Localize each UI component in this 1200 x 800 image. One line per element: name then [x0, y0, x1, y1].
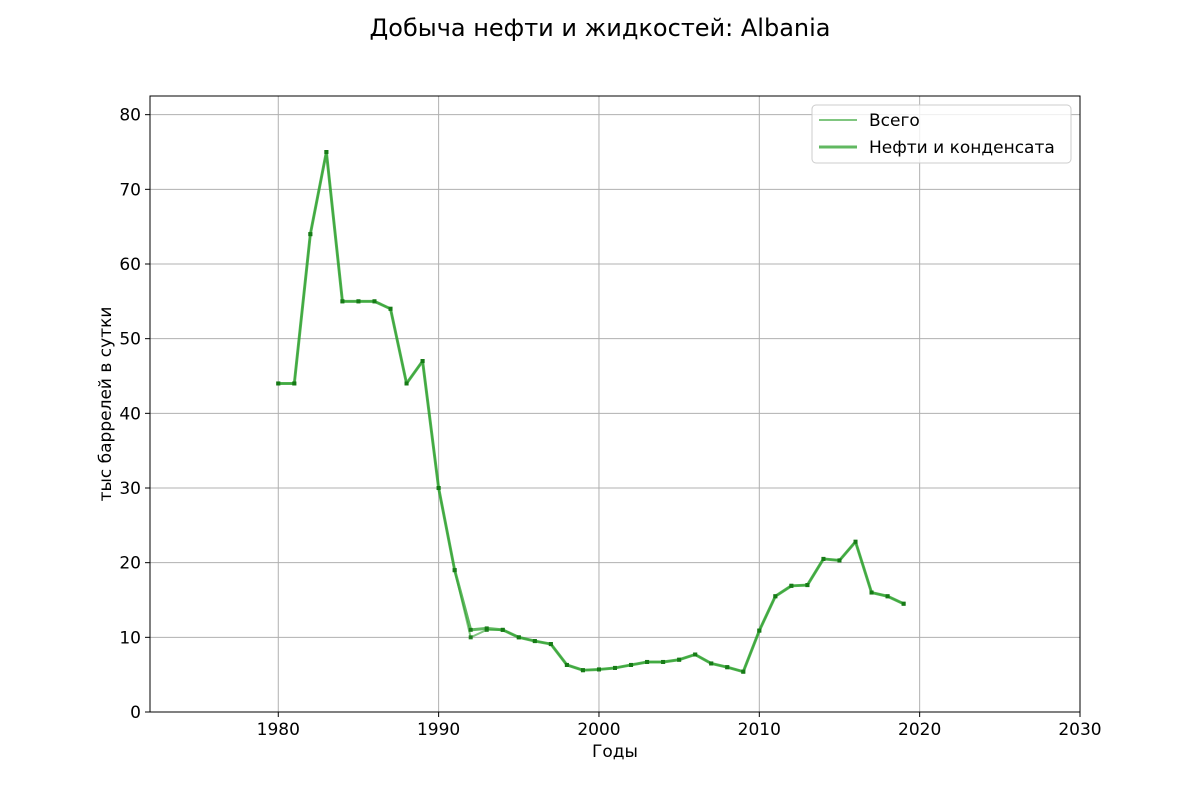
data-point — [629, 662, 634, 667]
data-point — [821, 556, 826, 561]
data-point — [853, 539, 858, 544]
data-point — [500, 627, 505, 632]
data-point — [596, 667, 601, 672]
x-axis-label: Годы — [592, 742, 638, 762]
data-point — [789, 583, 794, 588]
y-tick-label: 0 — [130, 703, 141, 723]
y-tick-label: 80 — [119, 106, 141, 126]
x-axis: 1980 1990 2000 2010 2020 2030 — [257, 712, 1102, 740]
data-point — [741, 669, 746, 674]
grid — [150, 96, 1081, 713]
data-point — [677, 657, 682, 662]
data-point — [276, 381, 281, 386]
data-point — [645, 659, 650, 664]
data-point — [292, 381, 297, 386]
legend: Всего Нефти и конденсата — [811, 104, 1072, 164]
data-point — [404, 381, 409, 386]
x-tick-label: 1990 — [417, 720, 460, 740]
data-point — [757, 628, 762, 633]
x-tick-label: 2030 — [1058, 720, 1101, 740]
data-point — [340, 299, 345, 304]
legend-box — [811, 104, 1072, 164]
y-tick-label: 70 — [119, 180, 141, 200]
plot-frame — [149, 95, 1081, 713]
data-point — [420, 359, 425, 364]
y-tick-label: 40 — [119, 404, 141, 424]
legend-label-oil: Нефти и конденсата — [869, 138, 1055, 158]
series-line-0 — [278, 151, 905, 673]
x-tick-label: 2010 — [738, 720, 781, 740]
data-point — [869, 590, 874, 595]
data-point — [532, 639, 537, 644]
y-axis-label: тыс баррелей в сутки — [96, 307, 116, 502]
data-point — [308, 232, 313, 237]
data-point — [901, 601, 906, 606]
x-tick-label: 2000 — [577, 720, 620, 740]
data-point — [613, 665, 617, 670]
data-point — [580, 668, 585, 673]
data-point — [564, 662, 569, 667]
series-layer — [276, 150, 906, 674]
data-point — [468, 635, 473, 640]
data-point — [661, 659, 666, 664]
data-point — [516, 635, 521, 640]
data-point — [388, 306, 393, 311]
y-tick-label: 60 — [119, 255, 141, 275]
data-point — [484, 626, 489, 631]
series-line-1 — [278, 150, 905, 674]
data-point — [709, 661, 714, 666]
data-point — [837, 558, 842, 563]
y-axis: 0 10 20 30 40 50 60 70 80 — [119, 106, 150, 723]
x-tick-label: 2020 — [898, 720, 941, 740]
y-tick-label: 10 — [119, 628, 141, 648]
data-point — [436, 486, 441, 490]
data-point — [885, 594, 890, 599]
data-point — [324, 150, 329, 154]
data-point — [356, 299, 361, 304]
y-tick-label: 20 — [119, 554, 141, 574]
data-point — [372, 299, 377, 304]
legend-label-total: Всего — [869, 111, 920, 131]
data-point — [548, 642, 553, 647]
data-point — [452, 568, 457, 573]
chart-title: Добыча нефти и жидкостей: Albania — [370, 14, 831, 42]
data-point — [805, 583, 810, 588]
data-point — [468, 627, 473, 632]
data-point — [693, 652, 698, 657]
y-tick-label: 30 — [119, 479, 141, 499]
x-tick-label: 1980 — [257, 720, 300, 740]
data-point — [773, 594, 778, 599]
y-tick-label: 50 — [119, 330, 141, 350]
data-point — [725, 665, 730, 670]
